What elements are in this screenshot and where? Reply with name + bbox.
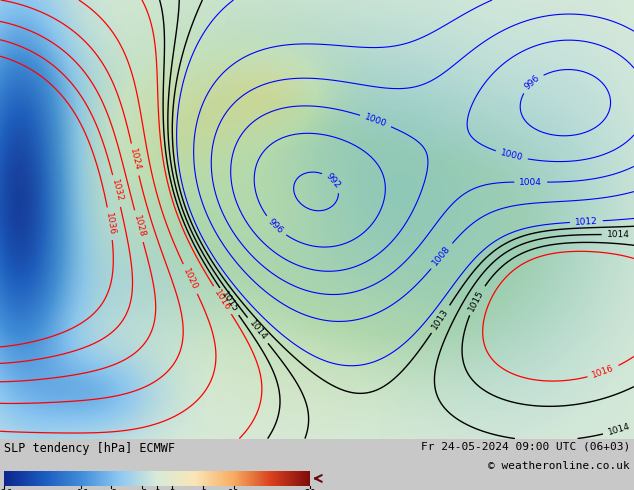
Text: 1014: 1014 [607,422,631,438]
Text: 1014: 1014 [247,318,268,342]
Text: 992: 992 [325,172,342,190]
Text: 996: 996 [523,74,541,92]
Text: 20: 20 [304,489,316,490]
Text: 1012: 1012 [574,217,598,227]
Text: 1000: 1000 [500,148,524,163]
Text: 2: 2 [169,489,175,490]
Text: 0: 0 [154,489,160,490]
Text: -6: -6 [105,489,117,490]
Text: 1008: 1008 [431,245,453,268]
Text: -2: -2 [136,489,148,490]
Text: 1015: 1015 [219,290,240,314]
Text: 1024: 1024 [128,147,142,172]
Text: 1000: 1000 [363,112,388,129]
Text: 1028: 1028 [131,214,146,239]
Text: -10: -10 [72,489,89,490]
Text: 1004: 1004 [519,177,542,187]
Text: SLP tendency [hPa] ECMWF: SLP tendency [hPa] ECMWF [4,441,175,455]
Text: © weatheronline.co.uk: © weatheronline.co.uk [488,461,630,470]
Text: -20: -20 [0,489,13,490]
Text: 1020: 1020 [181,267,199,291]
Text: 6: 6 [200,489,206,490]
Text: Fr 24-05-2024 09:00 UTC (06+03): Fr 24-05-2024 09:00 UTC (06+03) [421,441,630,452]
Text: 1016: 1016 [212,288,233,312]
Text: 1013: 1013 [430,307,451,331]
Text: 1014: 1014 [607,230,630,240]
Text: 996: 996 [266,217,285,235]
Text: 1016: 1016 [591,364,616,380]
Text: 10: 10 [228,489,240,490]
Text: 1036: 1036 [104,212,116,236]
Text: 1032: 1032 [110,179,124,203]
Text: 1015: 1015 [467,288,486,313]
